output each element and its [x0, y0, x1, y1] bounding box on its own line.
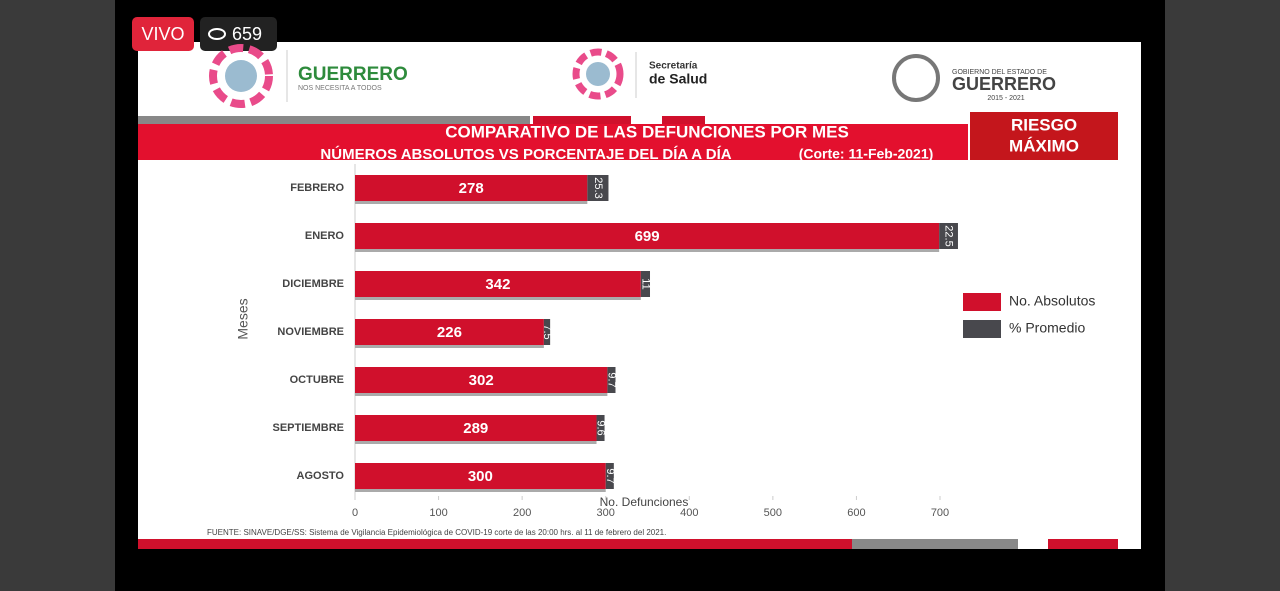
x-tick-label: 300: [597, 507, 615, 519]
legend-label: No. Absolutos: [1009, 293, 1095, 309]
value-label: 226: [437, 324, 462, 341]
value-label: 9.7: [606, 372, 618, 387]
logo-line: GOBIERNO DEL ESTADO DE: [952, 69, 1047, 76]
y-axis-label: Meses: [235, 298, 251, 339]
stripe: [138, 539, 852, 549]
y-tick-label: SEPTIEMBRE: [272, 422, 344, 434]
bar: [355, 223, 940, 249]
bar-shadow: [355, 345, 544, 348]
chart-note: (Corte: 11-Feb-2021): [799, 146, 934, 162]
value-label: 278: [459, 180, 484, 197]
side-right: [1165, 0, 1280, 591]
bar-shadow: [355, 297, 641, 300]
x-tick-label: 200: [513, 507, 531, 519]
side-left: [0, 0, 115, 591]
y-tick-label: DICIEMBRE: [282, 278, 344, 290]
bar: [355, 463, 606, 489]
x-tick-label: 600: [847, 507, 865, 519]
eye-icon: [208, 28, 226, 40]
bar: [640, 271, 651, 297]
bar: [355, 271, 641, 297]
y-tick-label: AGOSTO: [297, 470, 345, 482]
x-tick-label: 500: [764, 507, 782, 519]
stripe: [138, 116, 530, 124]
bar-shadow: [355, 441, 597, 444]
bar-shadow: [355, 249, 940, 252]
value-label: 7.5: [541, 324, 553, 339]
y-tick-label: NOVIEMBRE: [277, 326, 344, 338]
bar: [355, 415, 597, 441]
viewers-count: 659: [232, 24, 262, 44]
stripe: [533, 116, 631, 124]
logo-center: [572, 48, 624, 100]
legend-swatch: [963, 320, 1001, 338]
bar: [607, 367, 616, 393]
value-label: 302: [469, 372, 494, 389]
risk-badge: [970, 112, 1118, 160]
bar: [355, 367, 608, 393]
value-label: 11: [640, 278, 652, 289]
value-label: 300: [468, 468, 493, 485]
stripe: [852, 539, 1018, 549]
bar: [355, 319, 544, 345]
legend-swatch: [963, 293, 1001, 311]
logo-right: [892, 54, 940, 102]
value-label: 22.5: [943, 225, 955, 246]
bar: [355, 175, 588, 201]
live-badge: [132, 17, 194, 51]
bar-shadow: [355, 489, 606, 492]
x-tick-label: 700: [931, 507, 949, 519]
logo-line: Secretaría: [649, 61, 698, 72]
stripe: [1048, 539, 1118, 549]
bar: [596, 415, 605, 441]
bar: [587, 175, 609, 201]
chart-title: COMPARATIVO DE LAS DEFUNCIONES POR MES: [445, 122, 849, 141]
x-tick-label: 0: [352, 507, 358, 519]
logo-line: de Salud: [649, 71, 707, 87]
source: FUENTE: SINAVE/DGE/SS: Sistema de Vigila…: [207, 528, 666, 537]
value-label: 289: [463, 420, 488, 437]
y-tick-label: FEBRERO: [290, 182, 344, 194]
value-label: 342: [485, 276, 510, 293]
bar: [939, 223, 958, 249]
bar-shadow: [355, 201, 588, 204]
x-tick-label: 400: [680, 507, 698, 519]
x-axis-label: No. Defunciones: [600, 495, 689, 509]
risk-text: RIESGO: [1011, 115, 1077, 134]
y-tick-label: ENERO: [305, 230, 345, 242]
logo-center-inner: [586, 62, 610, 86]
viewers-badge: [200, 17, 277, 51]
live-text: VIVO: [141, 24, 184, 44]
chart-subtitle: NÚMEROS ABSOLUTOS VS PORCENTAJE DEL DÍA …: [320, 145, 731, 163]
logo-tagline: NOS NECESITA A TODOS: [298, 85, 382, 92]
value-label: 699: [635, 228, 660, 245]
y-tick-label: OCTUBRE: [290, 374, 344, 386]
logo-line: 2015 - 2021: [987, 95, 1024, 102]
value-label: 9.6: [595, 420, 607, 435]
value-label: 25.3: [592, 177, 604, 198]
logo-line: GUERRERO: [952, 74, 1056, 94]
title-band: [138, 124, 968, 160]
logo-left-center: [225, 60, 257, 92]
bar-shadow: [355, 393, 608, 396]
legend-label: % Promedio: [1009, 320, 1085, 336]
stripe: [662, 116, 705, 124]
logo-name: GUERRERO: [298, 64, 408, 85]
risk-text: MÁXIMO: [1009, 136, 1079, 155]
x-tick-label: 100: [429, 507, 447, 519]
logo-left: [209, 44, 273, 108]
bar: [543, 319, 551, 345]
bar: [605, 463, 614, 489]
value-label: 9.7: [604, 468, 616, 483]
